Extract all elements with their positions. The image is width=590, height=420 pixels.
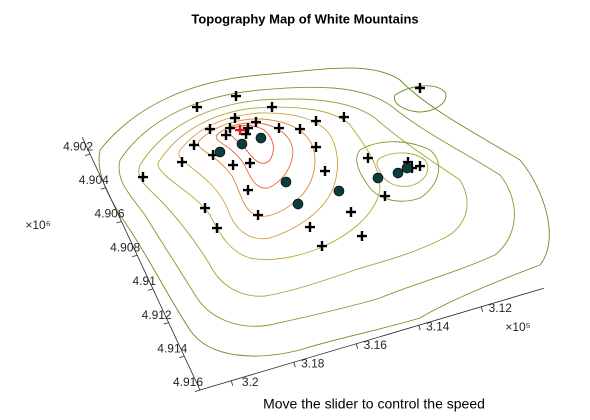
y-tick: [179, 355, 185, 359]
x-tick-label: 3.16: [364, 338, 388, 352]
plus-marker: [414, 83, 425, 94]
dot-marker: [292, 198, 304, 210]
plus-marker: [273, 123, 284, 134]
x-exponent: ×10⁵: [505, 320, 530, 334]
x-tick: [355, 343, 359, 349]
plus-marker: [192, 102, 203, 113]
contour: [178, 112, 338, 240]
contour: [197, 118, 316, 217]
dot-marker: [255, 132, 267, 144]
contour: [215, 122, 294, 189]
caption: Move the slider to control the speed: [263, 396, 485, 412]
plus-marker: [319, 166, 330, 177]
plus-marker: [177, 157, 188, 168]
plus-marker: [253, 210, 264, 221]
x-axis: [199, 287, 544, 391]
y-exponent: ×10⁶: [25, 218, 50, 232]
y-tick: [147, 288, 154, 291]
dot-marker: [280, 176, 292, 188]
x-tick: [293, 362, 296, 368]
plus-marker: [225, 123, 236, 134]
y-tick: [132, 254, 138, 258]
y-tick-label: 4.912: [142, 308, 172, 322]
plus-marker: [204, 124, 215, 135]
plus-marker: [345, 207, 356, 218]
dot-marker: [333, 185, 345, 197]
contour: [138, 98, 468, 297]
chart-title: Topography Map of White Mountains: [191, 11, 418, 26]
y-tick: [100, 187, 106, 190]
plus-marker: [243, 123, 253, 134]
x-tick-label: 3.14: [426, 319, 450, 333]
plus-marker: [200, 203, 211, 214]
plus-marker: [294, 124, 305, 135]
y-tick-label: 4.902: [63, 139, 93, 153]
dot-marker: [392, 167, 404, 179]
contour: [394, 85, 447, 113]
y-tick-label: 4.916: [173, 375, 203, 389]
y-tick: [116, 221, 122, 224]
dot-marker: [236, 138, 248, 150]
plus-marker: [221, 130, 232, 141]
plus-marker: [137, 172, 148, 183]
x-tick: [480, 306, 484, 312]
y-tick: [163, 322, 169, 325]
plus-marker: [228, 160, 239, 171]
plus-marker: [211, 223, 222, 234]
contour: [118, 86, 515, 327]
plus-marker: [189, 140, 200, 151]
plus-marker: [230, 91, 241, 102]
plus-marker: [243, 185, 254, 196]
x-tick-label: 3.2: [242, 375, 259, 389]
plus-marker: [310, 142, 321, 153]
y-tick-label: 4.906: [94, 207, 124, 221]
y-tick-label: 4.914: [157, 341, 187, 355]
plus-marker: [229, 113, 240, 124]
plus-marker: [414, 161, 425, 172]
y-tick: [84, 153, 91, 156]
y-tick-label: 4.904: [79, 173, 109, 187]
plus-marker: [311, 116, 322, 127]
plus-marker: [241, 129, 252, 140]
plus-marker: [304, 222, 315, 233]
plus-marker: [267, 102, 278, 113]
contour: [98, 67, 550, 357]
plus-marker: [251, 117, 262, 128]
dot-marker: [401, 162, 413, 174]
y-tick: [194, 389, 201, 392]
dot-marker: [214, 146, 226, 158]
plus-marker: [338, 112, 349, 123]
plus-marker: [356, 231, 367, 242]
plus-marker: [235, 125, 246, 136]
x-tick: [230, 380, 234, 386]
contour: [356, 141, 440, 202]
x-tick-label: 3.18: [301, 356, 325, 370]
plus-marker: [316, 241, 327, 252]
plus-marker: [362, 153, 373, 164]
y-axis: [81, 137, 201, 391]
y-tick-label: 4.908: [110, 240, 140, 254]
plus-marker: [379, 191, 390, 202]
x-tick-label: 3.12: [489, 301, 513, 315]
plus-marker: [245, 158, 256, 169]
y-tick-label: 4.91: [133, 274, 157, 288]
x-tick: [418, 325, 421, 331]
dot-marker: [372, 172, 384, 184]
contour: [376, 152, 429, 187]
